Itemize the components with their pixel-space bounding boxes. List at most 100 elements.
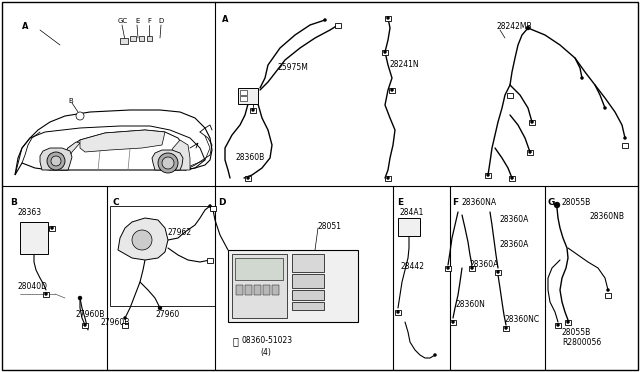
Bar (232, 254, 287, 318)
Bar (385, 16, 391, 20)
Polygon shape (165, 140, 190, 170)
Circle shape (83, 324, 86, 327)
Polygon shape (60, 142, 80, 170)
Circle shape (387, 16, 390, 19)
Circle shape (209, 205, 211, 208)
Bar (527, 150, 533, 154)
Circle shape (557, 324, 559, 327)
Bar (147, 36, 152, 41)
Bar (382, 49, 388, 55)
Text: 28040D: 28040D (17, 282, 47, 291)
Circle shape (383, 51, 387, 54)
Text: 28360A: 28360A (500, 240, 529, 249)
Circle shape (124, 317, 127, 320)
Bar (210, 205, 216, 211)
Circle shape (47, 152, 65, 170)
Circle shape (529, 151, 531, 154)
Text: 284A1: 284A1 (400, 208, 424, 217)
Circle shape (323, 19, 326, 22)
Bar (240, 90, 247, 95)
Text: D: D (218, 198, 225, 207)
Bar (228, 250, 358, 322)
Circle shape (76, 112, 84, 120)
Circle shape (470, 266, 474, 269)
Text: 28442: 28442 (401, 262, 425, 271)
Bar (605, 292, 611, 298)
Circle shape (158, 153, 178, 173)
Polygon shape (118, 218, 168, 260)
Bar (130, 36, 136, 41)
Text: F: F (452, 198, 458, 207)
Text: 28242MB: 28242MB (497, 22, 532, 31)
Text: (4): (4) (260, 348, 271, 357)
Polygon shape (40, 148, 72, 170)
Circle shape (162, 157, 174, 169)
Circle shape (504, 327, 508, 330)
Bar (238, 88, 258, 104)
Text: B: B (10, 198, 17, 207)
Text: 25975M: 25975M (278, 63, 309, 72)
Circle shape (387, 176, 390, 180)
Circle shape (580, 77, 584, 80)
Circle shape (623, 137, 627, 140)
Circle shape (451, 321, 454, 324)
Text: E: E (135, 18, 140, 24)
Bar (82, 323, 88, 327)
Bar (245, 176, 251, 180)
Text: A: A (222, 15, 228, 24)
Text: 28360NB: 28360NB (590, 212, 625, 221)
Circle shape (132, 230, 152, 250)
Polygon shape (80, 130, 165, 152)
Circle shape (45, 292, 47, 295)
Bar (245, 285, 252, 295)
Text: 28055B: 28055B (562, 328, 591, 337)
Bar (292, 254, 324, 272)
Circle shape (486, 173, 490, 176)
Text: 28241N: 28241N (390, 60, 420, 69)
Bar (207, 257, 213, 263)
Bar (20, 222, 48, 254)
Text: 28363: 28363 (17, 208, 41, 217)
Text: 28360NC: 28360NC (505, 315, 540, 324)
Circle shape (246, 176, 250, 180)
Bar (110, 206, 215, 306)
Text: 28360A: 28360A (470, 260, 499, 269)
Circle shape (566, 321, 570, 324)
Bar (254, 285, 261, 295)
Bar (49, 225, 55, 231)
Bar (235, 258, 283, 280)
Bar (503, 326, 509, 330)
Bar (495, 269, 501, 275)
Text: 28051: 28051 (318, 222, 342, 231)
Bar (389, 87, 395, 93)
Bar (385, 176, 391, 180)
Circle shape (607, 289, 609, 292)
Bar (335, 22, 341, 28)
Bar (292, 302, 324, 310)
Circle shape (78, 296, 82, 300)
Text: C: C (112, 198, 118, 207)
Bar (507, 93, 513, 97)
Text: 27962: 27962 (168, 228, 192, 237)
Bar (622, 142, 628, 148)
Text: 28055B: 28055B (562, 198, 591, 207)
Bar (445, 266, 451, 270)
Polygon shape (15, 110, 212, 175)
Circle shape (526, 26, 530, 30)
Circle shape (554, 202, 560, 208)
Bar (292, 290, 324, 300)
Bar (250, 108, 256, 112)
Circle shape (511, 176, 513, 180)
Circle shape (158, 306, 162, 310)
Text: G: G (548, 198, 556, 207)
Circle shape (51, 156, 61, 166)
Text: F: F (147, 18, 151, 24)
Bar (565, 320, 571, 324)
Bar (509, 176, 515, 180)
Circle shape (531, 121, 534, 124)
Text: E: E (397, 198, 403, 207)
Text: 28360B: 28360B (236, 153, 265, 162)
Text: 28360N: 28360N (456, 300, 486, 309)
Text: 28360NA: 28360NA (462, 198, 497, 207)
Bar (485, 173, 491, 177)
